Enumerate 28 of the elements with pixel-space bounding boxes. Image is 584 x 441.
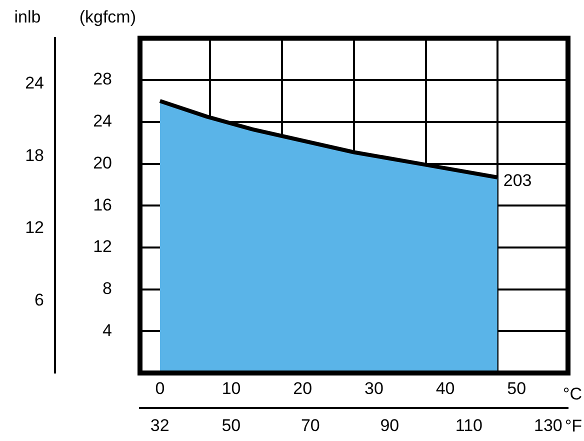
y-tick-label: 16: [93, 195, 112, 214]
x-tick-label: 30: [364, 378, 384, 398]
y2-tick-label: 6: [34, 290, 44, 310]
x2-tick-label: 32: [150, 416, 170, 435]
x-tick-label: 40: [436, 378, 455, 398]
y-tick-label: 28: [93, 70, 112, 89]
y-tick-label: 8: [102, 278, 112, 298]
x-tick-label: 0: [155, 378, 165, 398]
y-axis-title: (kgfcm): [79, 8, 136, 27]
x2-tick-label: 90: [380, 416, 400, 435]
y2-tick-label: 18: [25, 146, 44, 165]
x2-tick-label: 130: [534, 416, 562, 435]
x2-tick-label: 110: [455, 416, 482, 435]
y-tick-label: 20: [93, 153, 112, 172]
x2-axis-title: °F: [564, 416, 582, 436]
x2-tick-label: 70: [300, 416, 320, 435]
x-tick-label: 50: [507, 378, 526, 398]
y2-axis-title: inlb: [14, 8, 41, 27]
annotation: 203: [503, 171, 532, 190]
x-tick-label: 20: [293, 378, 312, 398]
y-tick-label: 12: [93, 237, 112, 256]
y-tick-label: 4: [102, 320, 112, 340]
y-tick-label: 24: [93, 112, 112, 131]
x2-tick-label: 50: [222, 416, 241, 435]
x-tick-label: 10: [222, 378, 241, 398]
y2-tick-label: 12: [25, 218, 44, 238]
y2-tick-label: 24: [25, 74, 44, 93]
x-axis-title: °C: [562, 384, 582, 404]
